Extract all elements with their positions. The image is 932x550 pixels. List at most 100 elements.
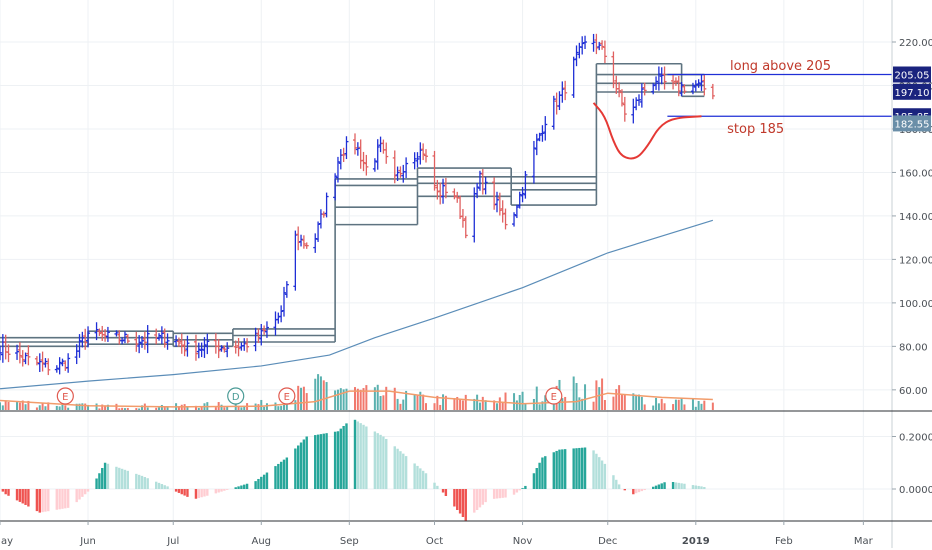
support-curve-line (592, 102, 702, 160)
volume-bar (138, 408, 141, 410)
oscillator-bar (396, 448, 399, 489)
time-tick-label: Jun (79, 536, 96, 547)
oscillator-bar (385, 438, 388, 489)
volume-bar (697, 400, 700, 410)
ohlc-bar (531, 140, 536, 184)
ohlc-bar (26, 345, 31, 366)
oscillator-bar (64, 489, 67, 509)
oscillator-bar (541, 457, 544, 489)
oscillator-bar (302, 439, 306, 489)
ohlc-bar (282, 286, 286, 317)
oscillator-bar (555, 450, 558, 489)
oscillator-bar (561, 449, 564, 489)
oscillator-bar (342, 426, 345, 489)
ohlc-bar (583, 35, 588, 49)
volume-bar (561, 398, 564, 410)
ohlc-bar (236, 337, 241, 357)
volume-bar (158, 407, 161, 410)
ohlc-bar (222, 345, 227, 353)
oscillator-bar (58, 489, 61, 510)
volume-bar (515, 400, 518, 410)
volume-bar (620, 394, 623, 410)
volume-bar (660, 398, 663, 410)
price-tick-label: 160.00 (899, 168, 932, 179)
volume-bar (297, 385, 300, 410)
oscillator-bar (279, 461, 283, 489)
volume-bar (41, 403, 44, 410)
ohlc-bar (54, 365, 59, 373)
volume-bar (44, 406, 47, 410)
volume-bar (402, 399, 405, 410)
ohlc-bar (495, 191, 499, 213)
support-curve (592, 102, 702, 160)
oscillator-bar (120, 468, 124, 489)
volume-bar (674, 399, 677, 410)
oscillator-bar (339, 428, 342, 489)
oscillator-bar (197, 489, 200, 498)
oscillator-bar (697, 485, 700, 489)
ohlc-bar (137, 335, 142, 354)
oscillator-bar (294, 448, 297, 489)
volume-bar (356, 388, 359, 410)
ohlc-bar (279, 305, 284, 323)
oscillator-bar (75, 489, 78, 503)
oscillator-bar (44, 489, 47, 512)
oscillator-bar (615, 479, 618, 489)
oscillator-bar (98, 473, 101, 489)
volume-bar (478, 402, 481, 410)
ohlc-bar (639, 83, 644, 108)
volume-bar (35, 407, 38, 410)
event-marker-label: E (62, 392, 68, 403)
oscillator-bar (671, 482, 675, 489)
oscillator-bar (143, 477, 147, 489)
ohlc-bar (313, 233, 318, 253)
ohlc-bar (690, 82, 695, 95)
oscillator-bar (652, 486, 655, 489)
ohlc-bar (696, 79, 701, 88)
oscillator-bar (632, 489, 635, 495)
ohlc-bar (594, 33, 599, 55)
volume-bar (592, 401, 595, 410)
ohlc-bar (253, 327, 258, 352)
ohlc-bar (517, 191, 522, 209)
volume-bar (422, 394, 425, 410)
volume-bar (382, 395, 385, 410)
time-axis-ticks: ay Jun Jul Aug Sep Oct Nov Dec 2019 Feb Mar (0, 521, 874, 547)
ohlc-bar (452, 188, 457, 200)
volume-bar (220, 404, 223, 410)
oscillator-bar (578, 447, 581, 489)
price-label-bg (893, 83, 931, 100)
oscillator-bar (413, 463, 416, 489)
volume-bar (101, 404, 104, 410)
oscillator-bar (558, 449, 561, 489)
ohlc-bar (174, 335, 179, 347)
volume-bar (691, 398, 694, 410)
volume-bar (615, 389, 618, 410)
oscillator-axis-ticks: 0.2000 0.0000 (892, 433, 932, 496)
oscillator-bar (691, 485, 695, 489)
oscillator-bar (623, 489, 626, 491)
volume-bar (186, 406, 189, 410)
ohlc-bar (216, 338, 221, 359)
volume-bar (518, 394, 521, 410)
volume-bar (680, 398, 683, 410)
ohlc-bar (196, 342, 201, 359)
oscillator-bar (277, 463, 280, 489)
ohlc-bar (117, 330, 122, 345)
volume-bar (581, 398, 584, 410)
oscillator-bar (7, 489, 10, 496)
ohlc-bar (273, 311, 278, 336)
time-tick-label: Oct (426, 536, 443, 547)
ohlc-bar (634, 97, 639, 111)
event-marker-label: E (551, 392, 557, 403)
oscillator-bar (382, 436, 385, 489)
oscillator-bar (135, 473, 138, 489)
volume-bar (439, 404, 442, 410)
ohlc-bar (617, 82, 622, 98)
oscillator-bars (1, 419, 706, 521)
volume-bar (240, 407, 243, 410)
ohlc-bar (602, 40, 607, 64)
oscillator-bar (55, 489, 58, 510)
